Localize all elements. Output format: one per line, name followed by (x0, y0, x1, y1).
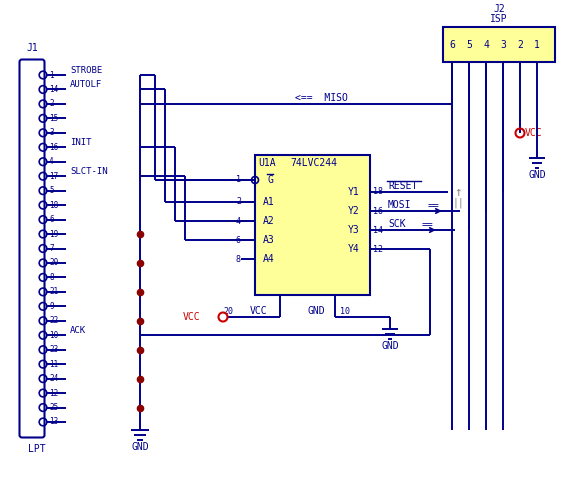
Text: VCC: VCC (250, 306, 267, 316)
Text: Y4: Y4 (348, 244, 360, 254)
Text: GND: GND (381, 341, 399, 351)
Text: 12: 12 (373, 245, 383, 253)
Text: ==: == (428, 201, 440, 211)
Text: STROBE: STROBE (70, 65, 102, 75)
Text: 74LVC244: 74LVC244 (290, 158, 337, 168)
Text: VCC: VCC (182, 312, 200, 322)
Text: 1: 1 (49, 70, 53, 79)
Text: ↑: ↑ (454, 186, 462, 199)
Text: 23: 23 (49, 345, 58, 354)
Bar (255, 155, 370, 295)
Text: 11: 11 (49, 359, 58, 369)
Text: 20: 20 (223, 306, 233, 315)
Text: 2: 2 (236, 197, 241, 206)
Text: G: G (267, 175, 273, 185)
Text: 14: 14 (49, 85, 58, 94)
Text: SLCT-IN: SLCT-IN (70, 167, 108, 176)
Text: 2: 2 (517, 40, 523, 50)
Text: 1: 1 (534, 40, 540, 50)
Text: ACK: ACK (70, 326, 86, 335)
Text: 15: 15 (49, 114, 58, 123)
Text: 10: 10 (340, 306, 350, 315)
Text: <==  MISO: <== MISO (295, 93, 348, 103)
Text: 8: 8 (49, 273, 53, 282)
Text: GND: GND (131, 442, 149, 452)
Text: 10: 10 (49, 331, 58, 340)
Text: 7: 7 (49, 244, 53, 253)
Text: A4: A4 (263, 254, 275, 264)
Text: 25: 25 (49, 403, 58, 412)
Bar (443, 27, 555, 62)
Text: Y2: Y2 (348, 206, 360, 216)
Text: 16: 16 (49, 143, 58, 152)
Text: A1: A1 (263, 197, 275, 207)
Text: 6: 6 (449, 40, 455, 50)
Text: GND: GND (528, 170, 546, 180)
Text: 3: 3 (500, 40, 506, 50)
Text: 12: 12 (49, 389, 58, 398)
Text: SCK: SCK (388, 219, 405, 229)
Text: 16: 16 (373, 206, 383, 216)
Text: 24: 24 (49, 374, 58, 383)
Text: ==: == (422, 220, 434, 230)
Text: 1: 1 (236, 175, 241, 185)
Text: J2: J2 (493, 4, 505, 14)
Text: U1A: U1A (258, 158, 275, 168)
Text: 22: 22 (49, 316, 58, 326)
Text: 2: 2 (49, 99, 53, 109)
Text: RESET: RESET (388, 181, 417, 191)
Text: AUTOLF: AUTOLF (70, 80, 102, 89)
Text: 6: 6 (49, 215, 53, 224)
Text: MOSI: MOSI (388, 200, 412, 210)
Text: 20: 20 (49, 259, 58, 268)
Text: 18: 18 (373, 187, 383, 196)
Text: 4: 4 (49, 157, 53, 166)
Text: 6: 6 (236, 236, 241, 245)
Text: 13: 13 (49, 417, 58, 426)
Text: 4: 4 (236, 217, 241, 226)
Text: 5: 5 (49, 186, 53, 195)
Text: 17: 17 (49, 172, 58, 181)
Text: ISP: ISP (490, 14, 508, 24)
Text: 5: 5 (466, 40, 472, 50)
Text: INIT: INIT (70, 138, 91, 147)
Text: A2: A2 (263, 216, 275, 226)
Text: 19: 19 (49, 229, 58, 239)
Text: Y3: Y3 (348, 225, 360, 235)
Text: 4: 4 (483, 40, 489, 50)
Text: VCC: VCC (525, 128, 543, 138)
Text: ||: || (452, 198, 464, 208)
FancyBboxPatch shape (20, 59, 44, 437)
Text: 8: 8 (236, 254, 241, 263)
Text: 3: 3 (49, 128, 53, 137)
Text: 14: 14 (373, 226, 383, 235)
Text: 21: 21 (49, 287, 58, 296)
Text: 18: 18 (49, 201, 58, 210)
Text: GND: GND (307, 306, 325, 316)
Text: J1: J1 (26, 43, 38, 53)
Text: 9: 9 (49, 302, 53, 311)
Text: LPT: LPT (28, 444, 45, 454)
Text: A3: A3 (263, 235, 275, 245)
Text: Y1: Y1 (348, 187, 360, 197)
